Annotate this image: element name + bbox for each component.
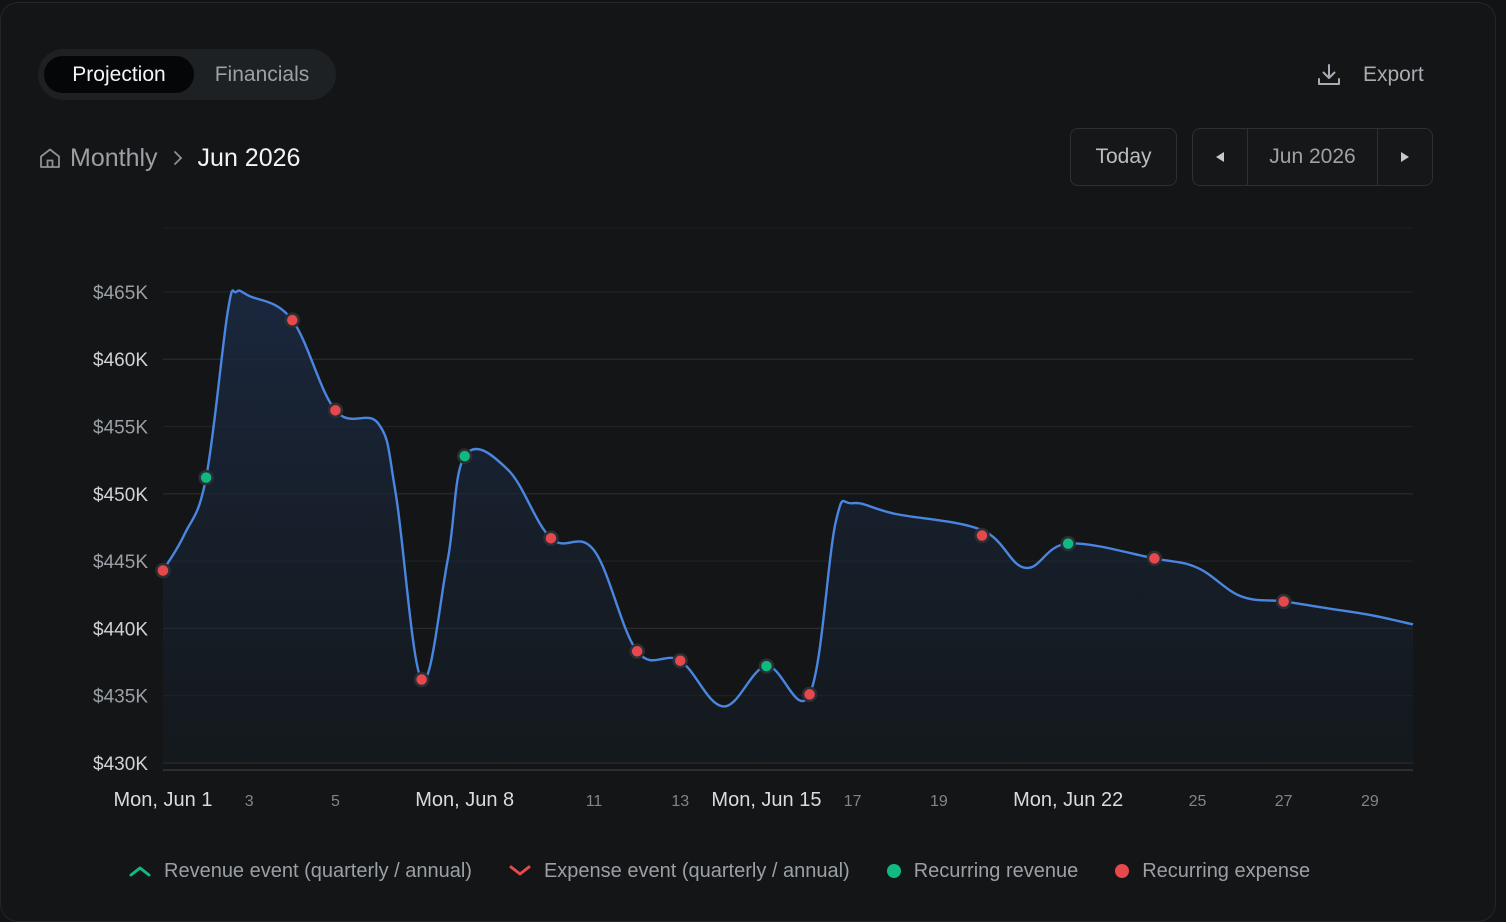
recurring-revenue-dot bbox=[1060, 535, 1076, 552]
download-icon bbox=[1318, 64, 1340, 85]
legend-label: Recurring revenue bbox=[913, 859, 1079, 882]
legend-item-expense-event: Expense event (quarterly / annual) bbox=[508, 860, 850, 883]
y-tick-label: $430K bbox=[93, 754, 148, 775]
recurring-expense-dot bbox=[413, 671, 430, 688]
y-tick-label: $465K bbox=[93, 283, 148, 304]
x-tick-label: 19 bbox=[930, 793, 948, 810]
balance-area bbox=[163, 290, 1413, 763]
chevron-right-icon bbox=[172, 149, 184, 167]
y-tick-label: $435K bbox=[93, 687, 148, 708]
recurring-expense-dot bbox=[543, 530, 559, 546]
breadcrumb: Monthly Jun 2026 bbox=[38, 141, 300, 175]
recurring-revenue-dot bbox=[456, 448, 473, 464]
green-dot-icon bbox=[886, 864, 901, 878]
x-tick-label: 29 bbox=[1361, 793, 1379, 810]
recurring-expense-dot bbox=[1275, 593, 1292, 610]
prev-month-button[interactable] bbox=[1193, 129, 1247, 185]
current-month-label: Jun 2026 bbox=[1247, 129, 1378, 185]
chevron-up-icon bbox=[129, 866, 151, 877]
chart-legend: Revenue event (quarterly / annual) Expen… bbox=[128, 856, 1346, 886]
x-tick-label: 3 bbox=[245, 793, 254, 810]
recurring-expense-dot bbox=[974, 527, 990, 544]
red-dot-icon bbox=[1115, 864, 1130, 878]
legend-label: Expense event (quarterly / annual) bbox=[543, 859, 850, 882]
triangle-left-icon bbox=[1216, 152, 1224, 162]
legend-label: Revenue event (quarterly / annual) bbox=[164, 859, 472, 882]
x-tick-label: Mon, Jun 22 bbox=[1013, 789, 1123, 811]
home-icon[interactable] bbox=[38, 146, 62, 170]
x-tick-label: 5 bbox=[331, 793, 340, 810]
today-button[interactable]: Today bbox=[1070, 128, 1177, 186]
tab-projection[interactable]: Projection bbox=[44, 56, 194, 93]
y-tick-label: $450K bbox=[93, 485, 148, 506]
x-tick-label: Mon, Jun 1 bbox=[114, 789, 213, 811]
legend-item-revenue-event: Revenue event (quarterly / annual) bbox=[128, 860, 472, 883]
legend-item-recurring-expense: Recurring expense bbox=[1114, 860, 1310, 883]
x-tick-label: 17 bbox=[844, 793, 862, 810]
x-tick-label: 27 bbox=[1275, 793, 1293, 810]
chevron-down-icon bbox=[509, 865, 531, 876]
x-tick-label: 11 bbox=[586, 793, 603, 810]
legend-label: Recurring expense bbox=[1142, 859, 1311, 882]
export-button[interactable]: Export bbox=[1315, 59, 1424, 91]
y-tick-label: $460K bbox=[93, 350, 148, 371]
month-navigator: Jun 2026 bbox=[1192, 128, 1433, 186]
view-tabs: Projection Financials bbox=[38, 49, 336, 100]
next-month-button[interactable] bbox=[1378, 129, 1432, 185]
recurring-expense-dot bbox=[629, 643, 645, 660]
triangle-right-icon bbox=[1401, 152, 1409, 162]
y-tick-label: $455K bbox=[93, 418, 148, 439]
y-tick-label: $445K bbox=[93, 552, 148, 573]
recurring-expense-dot bbox=[327, 402, 344, 419]
tab-financials[interactable]: Financials bbox=[214, 62, 310, 86]
x-tick-label: Mon, Jun 8 bbox=[415, 789, 514, 811]
breadcrumb-current: Jun 2026 bbox=[197, 143, 301, 172]
recurring-expense-dot bbox=[284, 312, 301, 328]
recurring-revenue-dot bbox=[758, 658, 775, 674]
export-label: Export bbox=[1363, 63, 1424, 86]
legend-item-recurring-revenue: Recurring revenue bbox=[886, 859, 1079, 883]
recurring-expense-dot bbox=[1146, 550, 1163, 567]
breadcrumb-monthly[interactable]: Monthly bbox=[70, 143, 158, 172]
x-tick-label: 13 bbox=[671, 793, 689, 810]
recurring-expense-dot bbox=[801, 686, 818, 703]
recurring-revenue-dot bbox=[198, 469, 214, 486]
recurring-expense-dot bbox=[155, 562, 171, 579]
projection-chart: $430K $435K $440K $445K $450K $455K $460K $465K… bbox=[93, 227, 1414, 811]
x-tick-label: 25 bbox=[1189, 793, 1207, 810]
x-tick-label: Mon, Jun 15 bbox=[711, 789, 821, 811]
recurring-expense-dot bbox=[672, 652, 688, 669]
y-tick-label: $440K bbox=[93, 619, 148, 640]
